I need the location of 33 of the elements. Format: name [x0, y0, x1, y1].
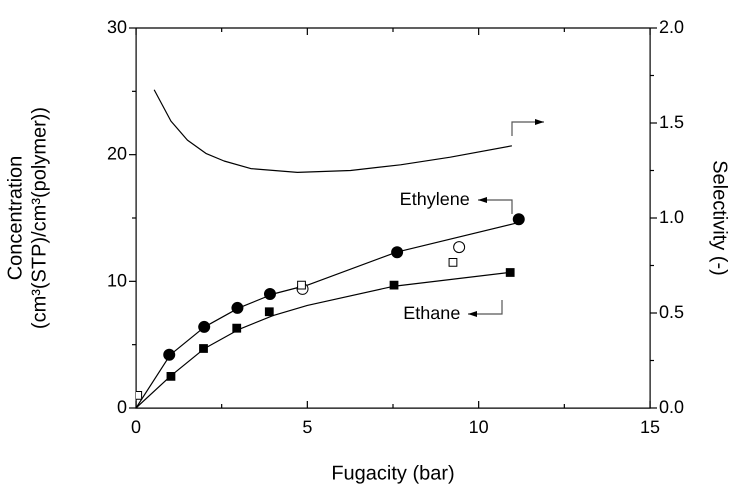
point	[391, 246, 404, 258]
annotation: Ethane	[403, 303, 460, 324]
point	[297, 280, 306, 290]
point	[448, 258, 458, 267]
y2-tick-label: 0.0	[659, 396, 684, 417]
y2-axis-title: Selectivity (-)	[708, 160, 730, 276]
point	[390, 280, 398, 290]
y-tick-label: 20	[106, 144, 127, 164]
point	[199, 344, 208, 353]
point	[232, 324, 242, 333]
x-axis-title: Fugacity (bar)	[331, 462, 455, 485]
y-tick-label: 30	[106, 16, 127, 37]
x-tick-label: 0	[130, 416, 142, 437]
y2-tick-label: 1.0	[659, 206, 684, 227]
point	[264, 307, 274, 316]
point	[231, 302, 244, 314]
y2-tick-label: 1.5	[659, 112, 684, 132]
x-tick-label: 5	[302, 416, 312, 437]
x-tick-label: 15	[640, 416, 660, 437]
y2-tick-label: 0.5	[659, 302, 684, 322]
annotation: Ethylene	[400, 189, 470, 210]
point	[453, 241, 466, 254]
y-tick-label: 10	[106, 270, 127, 290]
y-tick-label: 0	[116, 396, 127, 417]
point	[264, 288, 276, 300]
x-tick-label: 10	[468, 416, 489, 437]
point	[512, 213, 525, 226]
point	[198, 320, 210, 333]
y2-tick-label: 2.0	[659, 16, 684, 37]
point	[506, 268, 515, 277]
point	[163, 348, 176, 361]
y-axis-title: Concentration (cm³(STP)/cm³(polymer))	[4, 106, 51, 330]
point	[166, 372, 176, 381]
